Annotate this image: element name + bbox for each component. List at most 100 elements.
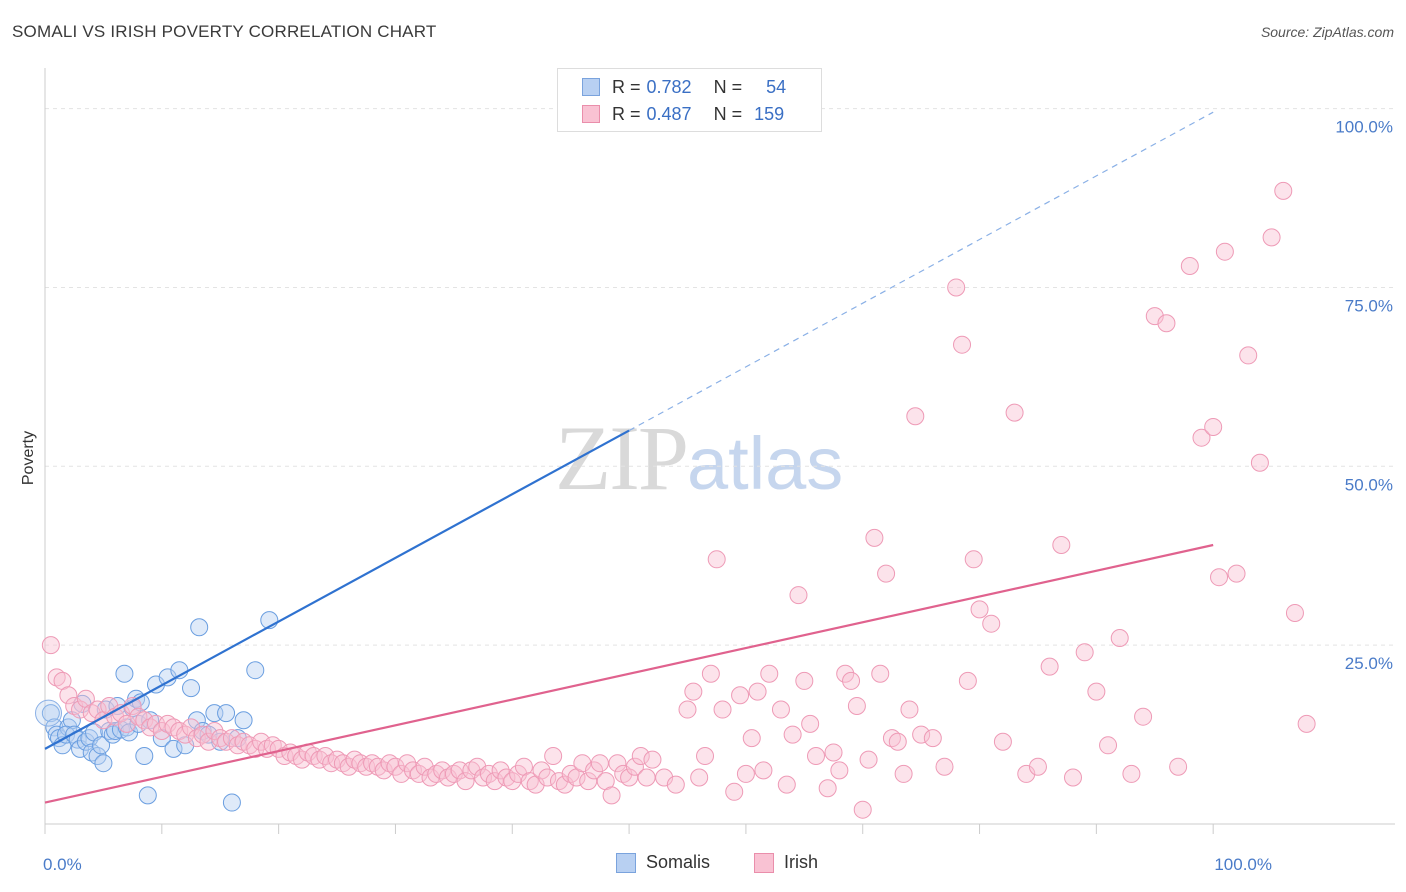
- point-irish: [1017, 764, 1036, 783]
- point-irish: [427, 764, 446, 783]
- point-somalis: [199, 725, 218, 744]
- point-irish: [585, 761, 604, 780]
- point-irish: [906, 407, 925, 426]
- point-irish: [620, 768, 639, 787]
- point-irish: [789, 586, 808, 605]
- point-irish: [240, 736, 259, 755]
- point-irish: [544, 747, 563, 766]
- y-tick-label: 50.0%: [1345, 475, 1393, 494]
- point-irish: [643, 750, 662, 769]
- point-irish: [403, 761, 422, 780]
- point-irish: [894, 764, 913, 783]
- point-irish: [900, 700, 919, 719]
- point-somalis: [82, 743, 101, 762]
- point-irish: [1210, 568, 1229, 587]
- point-irish: [1099, 736, 1118, 755]
- point-irish: [690, 768, 709, 787]
- point-somalis: [138, 786, 157, 805]
- point-irish: [135, 711, 154, 730]
- point-irish: [1285, 603, 1304, 622]
- point-irish: [1134, 707, 1153, 726]
- point-irish: [222, 729, 241, 748]
- bottom-legend-label-somalis: Somalis: [646, 852, 711, 872]
- point-irish: [912, 725, 931, 744]
- point-irish: [263, 736, 282, 755]
- point-irish: [608, 754, 627, 773]
- point-somalis: [234, 711, 253, 730]
- legend-r-label: R =: [612, 103, 641, 124]
- source-credit: Source: ZipAtlas.com: [1260, 24, 1394, 40]
- point-somalis: [246, 661, 265, 680]
- point-irish: [731, 686, 750, 705]
- point-irish: [1180, 257, 1199, 275]
- point-irish: [252, 732, 271, 751]
- point-somalis: [80, 729, 99, 748]
- point-irish: [479, 764, 498, 783]
- point-irish: [1005, 403, 1024, 422]
- point-irish: [1064, 768, 1082, 787]
- point-irish: [555, 775, 574, 794]
- point-somalis: [92, 736, 111, 755]
- point-irish: [970, 600, 989, 619]
- point-irish: [421, 768, 440, 787]
- point-somalis: [88, 747, 107, 766]
- legend-n-label: N =: [713, 76, 743, 97]
- point-irish: [1204, 417, 1223, 436]
- point-irish: [88, 700, 107, 719]
- point-irish: [71, 700, 90, 719]
- point-irish: [485, 772, 504, 791]
- point-irish: [129, 707, 148, 726]
- point-irish: [1239, 346, 1258, 365]
- point-irish: [1215, 242, 1234, 261]
- point-irish: [538, 768, 557, 787]
- point-irish: [795, 671, 814, 690]
- point-somalis: [141, 711, 160, 730]
- x-tick-label: 100.0%: [1214, 855, 1272, 874]
- point-irish: [859, 750, 878, 769]
- point-irish: [65, 696, 84, 715]
- point-irish: [830, 761, 849, 780]
- point-irish: [170, 722, 189, 740]
- legend-swatch-somalis: [582, 78, 600, 96]
- point-irish: [386, 757, 405, 776]
- point-irish: [164, 718, 183, 737]
- point-irish: [310, 750, 329, 769]
- point-irish: [953, 335, 972, 354]
- point-irish: [958, 671, 977, 690]
- legend-swatch-irish: [582, 105, 600, 123]
- point-irish: [293, 750, 311, 769]
- point-somalis: [182, 679, 201, 698]
- point-irish: [234, 732, 253, 751]
- point-somalis: [41, 704, 60, 723]
- point-irish: [1262, 228, 1281, 247]
- watermark-atlas: atlas: [687, 422, 844, 505]
- point-somalis: [190, 618, 209, 637]
- point-irish: [1145, 307, 1164, 326]
- point-irish: [217, 732, 236, 751]
- point-irish: [316, 747, 335, 766]
- point-irish: [333, 754, 352, 773]
- point-irish: [684, 682, 703, 701]
- x-tick-label: 0.0%: [43, 855, 82, 874]
- point-somalis: [222, 793, 241, 812]
- point-irish: [205, 722, 224, 740]
- point-irish: [374, 761, 393, 780]
- point-irish: [532, 761, 551, 780]
- point-irish: [801, 714, 820, 733]
- point-irish: [398, 754, 417, 773]
- y-axis-label: Poverty: [20, 431, 37, 485]
- point-irish: [701, 664, 720, 683]
- point-irish: [713, 700, 732, 719]
- point-irish: [1169, 757, 1188, 776]
- point-irish: [1122, 764, 1141, 783]
- legend-row-irish: R = 0.487 N = 159: [582, 102, 784, 126]
- point-irish: [836, 664, 855, 683]
- point-irish: [152, 722, 171, 740]
- bottom-legend-swatch-somalis: [616, 852, 636, 873]
- point-irish: [993, 732, 1012, 751]
- point-irish: [444, 764, 463, 783]
- point-irish: [760, 664, 779, 683]
- point-irish: [141, 718, 160, 737]
- point-somalis: [35, 699, 63, 727]
